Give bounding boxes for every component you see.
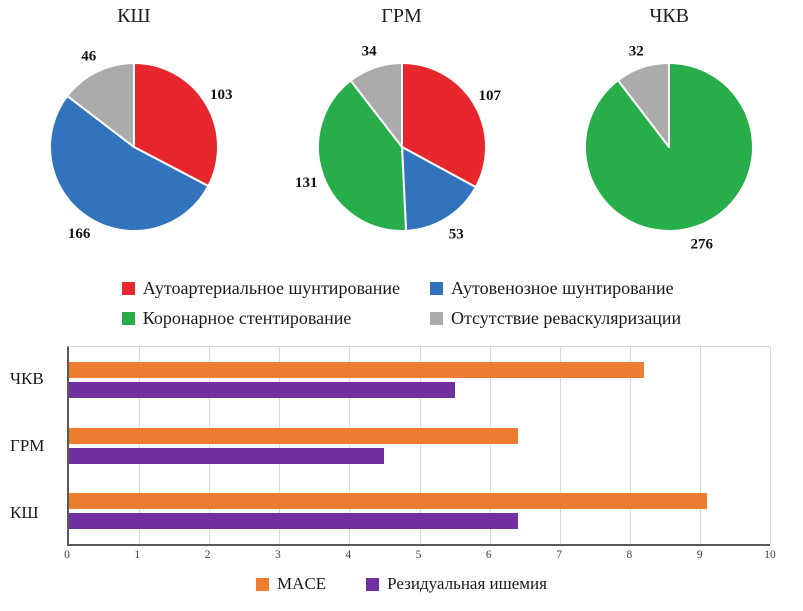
pie-title-grm: ГРМ (381, 5, 422, 27)
stenting-swatch (121, 311, 135, 325)
gridline (559, 347, 561, 544)
pie-slice (400, 62, 487, 189)
pie-title-chkv: ЧКВ (649, 5, 690, 27)
gridline (419, 347, 421, 544)
x-axis-tick-label: 9 (696, 549, 703, 561)
bar-plot (67, 346, 771, 546)
legend-label-stenting: Коронарное стентирование (142, 308, 352, 328)
legend-item-autoarterial: Аутоартериальное шунтирование (121, 276, 400, 300)
gridline (349, 347, 351, 544)
legend-label-autovenous: Аутовенозное шунтирование (450, 278, 674, 298)
legend-item-no-revasc: Отсутствие реваскуляризации (429, 306, 682, 330)
gridline (629, 347, 631, 544)
bar-series-0-cat-1 (69, 427, 518, 444)
legend-label-autoarterial: Аутоартериальное шунтирование (142, 278, 400, 298)
pie-chart-ksh: 103 166 46 (48, 49, 233, 242)
mace-swatch (256, 577, 270, 591)
pie-value-label: 46 (81, 49, 97, 65)
pie-value-label: 53 (448, 226, 463, 242)
bar-series-1-cat-1 (69, 447, 385, 464)
autoarterial-swatch (121, 281, 135, 295)
gridline (699, 347, 701, 544)
bar-group-2 (69, 478, 770, 544)
bar-category-label: ЧКВ (10, 369, 44, 389)
bar-category-label: КШ (10, 502, 39, 522)
legend-item-stenting: Коронарное стентирование (121, 306, 400, 330)
bar-chart-row: ЧКВ ГРМ КШ 0 1 2 3 4 5 6 7 8 9 10 (0, 346, 803, 564)
x-axis-tick-label: 7 (556, 549, 562, 561)
x-axis-tick-label: 1 (134, 549, 141, 561)
legend-label-mace: MACE (277, 574, 327, 593)
legend-item-residual-ischemia: Резидуальная ишемия (366, 572, 547, 596)
bar-chart: ЧКВ ГРМ КШ 0 1 2 3 4 5 6 7 8 9 10 (0, 346, 803, 564)
bar-category-label: ГРМ (10, 436, 45, 455)
pie-slice (66, 62, 135, 148)
pie-value-label: 166 (68, 226, 91, 242)
x-axis: 0 1 2 3 4 5 6 7 8 9 10 (64, 546, 776, 564)
residual-ischemia-swatch (366, 577, 380, 591)
bar-series-0-cat-2 (69, 493, 707, 510)
x-axis-tick-label: 10 (764, 549, 776, 561)
gridline (770, 347, 771, 544)
x-axis-tick-label: 2 (204, 549, 211, 561)
pie-slice (400, 146, 477, 232)
x-axis-tick-label: 0 (64, 549, 70, 561)
no-revasc-swatch (429, 311, 443, 325)
bar-series-0-cat-0 (69, 361, 644, 378)
x-axis-tick-label: 6 (485, 549, 492, 561)
pie-charts-row: КШ 103 166 46 ГРМ 107 53 131 34 ЧКВ 276 32 (0, 4, 803, 262)
x-axis-tick-label: 3 (275, 549, 281, 561)
pie-value-label: 131 (295, 175, 318, 191)
pie-legend: Аутоартериальное шунтирование Аутовенозн… (0, 276, 803, 330)
pie-value-label: 32 (629, 43, 644, 59)
pie-value-label: 276 (691, 237, 714, 253)
autovenous-swatch (429, 281, 443, 295)
bar-group-1 (69, 413, 770, 479)
pie-title-ksh: КШ (117, 5, 151, 27)
x-axis-tick-label: 5 (415, 549, 422, 561)
pie-slice (48, 94, 210, 232)
x-axis-tick-label: 8 (626, 549, 633, 561)
bar-series-1-cat-2 (69, 513, 518, 530)
pie-chart-grm: 107 53 131 34 (295, 44, 501, 243)
bar-series-1-cat-0 (69, 381, 455, 398)
pie-block-ksh: КШ 103 166 46 (0, 4, 268, 262)
pie-value-label: 107 (478, 88, 501, 104)
pie-slice (617, 62, 671, 148)
gridline (209, 347, 211, 544)
bar-category-labels: ЧКВ ГРМ КШ (8, 346, 67, 546)
pie-value-label: 34 (361, 44, 377, 60)
pie-block-grm: ГРМ 107 53 131 34 (268, 4, 536, 262)
gridline (279, 347, 281, 544)
bar-groups (69, 347, 770, 544)
pie-slice (132, 62, 219, 188)
pie-value-label: 103 (210, 87, 233, 103)
pie-slice (584, 62, 755, 232)
legend-label-no-revasc: Отсутствие реваскуляризации (450, 308, 682, 328)
x-axis-tick-label: 4 (345, 549, 352, 561)
legend-label-residual-ischemia: Резидуальная ишемия (387, 574, 547, 593)
legend-item-mace: MACE (256, 572, 326, 596)
legend-item-autovenous: Аутовенозное шунтирование (429, 276, 681, 300)
bar-group-0 (69, 347, 770, 413)
bar-chart-legend: MACE Резидуальная ишемия (0, 572, 803, 596)
pie-block-chkv: ЧКВ 276 32 (535, 4, 803, 262)
pie-slice (349, 62, 403, 148)
gridline (489, 347, 491, 544)
pie-slice (316, 79, 407, 232)
bar-plot-wrap: 0 1 2 3 4 5 6 7 8 9 10 (64, 346, 776, 564)
gridline (139, 347, 141, 544)
pie-chart-chkv: 276 32 (584, 43, 755, 253)
